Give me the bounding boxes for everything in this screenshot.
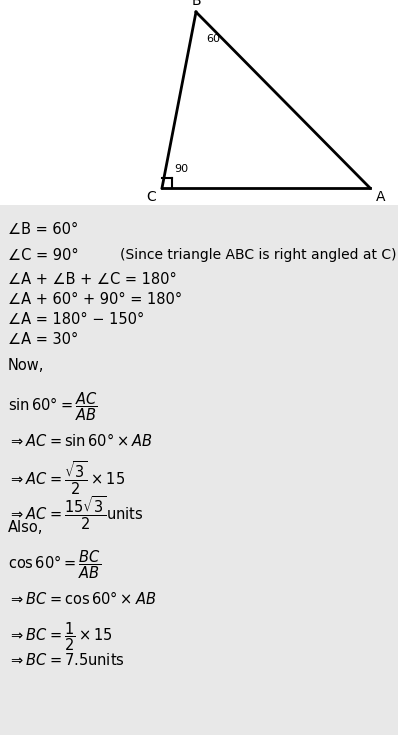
Bar: [0, 205, 398, 735]
Text: (Since triangle ABC is right angled at C): (Since triangle ABC is right angled at C…: [120, 248, 396, 262]
Text: A: A: [376, 190, 386, 204]
Text: 90: 90: [174, 164, 188, 174]
Text: $\Rightarrow BC = \dfrac{1}{2}\times 15$: $\Rightarrow BC = \dfrac{1}{2}\times 15$: [8, 620, 113, 653]
Text: Also,: Also,: [8, 520, 43, 535]
Text: $\Rightarrow AC = \sin 60\degree\times AB$: $\Rightarrow AC = \sin 60\degree\times A…: [8, 432, 152, 449]
Text: $\Rightarrow BC = 7.5$units: $\Rightarrow BC = 7.5$units: [8, 652, 125, 668]
Text: $\sin 60\degree= \dfrac{AC}{AB}$: $\sin 60\degree= \dfrac{AC}{AB}$: [8, 390, 98, 423]
Text: $\Rightarrow AC = \dfrac{15\sqrt{3}}{2}$units: $\Rightarrow AC = \dfrac{15\sqrt{3}}{2}$…: [8, 495, 144, 532]
Bar: [165, 205, 398, 735]
Text: $\Rightarrow AC = \dfrac{\sqrt{3}}{2}\times 15$: $\Rightarrow AC = \dfrac{\sqrt{3}}{2}\ti…: [8, 460, 125, 498]
Text: ∠A = 180° − 150°: ∠A = 180° − 150°: [8, 312, 144, 327]
Text: ∠C = 90°: ∠C = 90°: [8, 248, 79, 263]
Text: ∠A + 60° + 90° = 180°: ∠A + 60° + 90° = 180°: [8, 292, 182, 307]
Text: ∠A = 30°: ∠A = 30°: [8, 332, 78, 347]
Text: C: C: [146, 190, 156, 204]
Text: ∠A + ∠B + ∠C = 180°: ∠A + ∠B + ∠C = 180°: [8, 272, 177, 287]
Text: 60: 60: [206, 34, 220, 44]
Text: Now,: Now,: [8, 358, 44, 373]
Text: B: B: [191, 0, 201, 8]
Text: ∠B = 60°: ∠B = 60°: [8, 222, 78, 237]
Text: $\Rightarrow BC = \cos 60\degree\times AB$: $\Rightarrow BC = \cos 60\degree\times A…: [8, 590, 156, 607]
Text: $\cos 60\degree= \dfrac{BC}{AB}$: $\cos 60\degree= \dfrac{BC}{AB}$: [8, 548, 101, 581]
